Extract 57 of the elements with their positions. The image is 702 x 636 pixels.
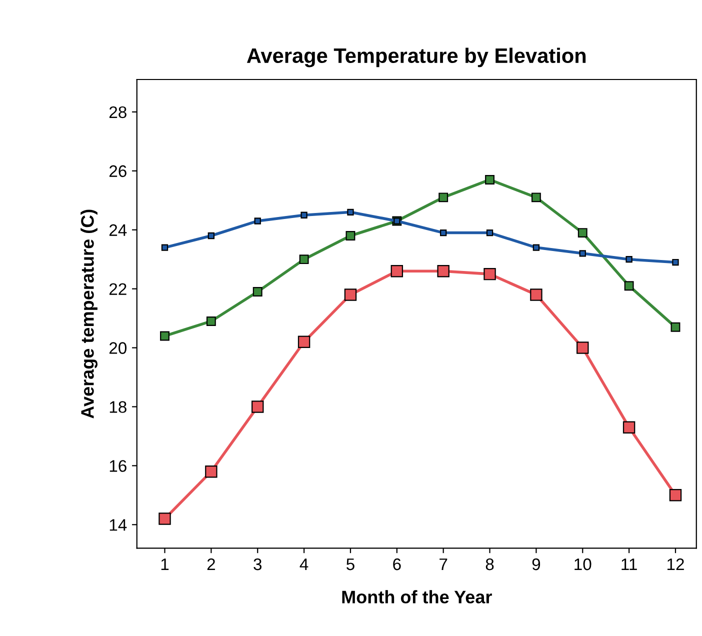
point: [346, 231, 356, 240]
x-tick-label: 1: [161, 558, 169, 570]
point: [347, 208, 354, 216]
point: [252, 400, 264, 413]
point: [576, 342, 589, 354]
point: [440, 229, 447, 236]
point: [344, 288, 357, 301]
point: [578, 228, 588, 238]
y-tick-label: 14: [110, 519, 127, 531]
point: [531, 192, 541, 202]
point: [532, 244, 540, 251]
point: [438, 192, 448, 202]
point: [672, 258, 679, 266]
point: [205, 465, 218, 478]
point: [206, 316, 216, 326]
y-tick-label: 16: [110, 460, 126, 472]
point: [579, 250, 586, 257]
chart-title: Average Temperature by Elevation: [246, 48, 586, 68]
x-tick-label: 11: [622, 558, 637, 570]
x-tick-label: 10: [574, 558, 592, 570]
x-tick-label: 4: [300, 558, 308, 570]
point: [254, 218, 261, 224]
point: [161, 244, 168, 251]
point: [208, 232, 215, 240]
y-tick-label: 20: [109, 342, 127, 354]
point: [530, 288, 542, 301]
point: [252, 287, 262, 296]
point: [626, 256, 632, 263]
y-tick-label: 18: [110, 401, 126, 413]
point: [622, 421, 636, 434]
y-tick-label: 24: [109, 224, 127, 236]
x-tick-label: 12: [667, 558, 684, 570]
y-tick-label: 22: [109, 283, 126, 295]
point: [299, 254, 309, 264]
x-tick-label: 7: [440, 558, 448, 570]
y-tick-label: 28: [109, 106, 126, 118]
x-tick-label: 5: [346, 558, 354, 570]
y-axis-title: Average temperature (C): [80, 210, 98, 418]
point: [624, 281, 634, 291]
point: [298, 336, 310, 348]
x-tick-label: 3: [254, 558, 262, 570]
x-axis-title: Month of the Year: [342, 590, 492, 604]
x-tick-label: 8: [486, 558, 494, 570]
point: [669, 489, 682, 502]
point: [670, 322, 680, 332]
point: [160, 331, 170, 341]
point: [437, 265, 450, 278]
point: [484, 268, 496, 280]
point: [390, 265, 404, 278]
point: [485, 175, 494, 184]
x-tick-label: 9: [532, 558, 540, 570]
point: [300, 212, 308, 218]
x-tick-label: 2: [207, 558, 215, 570]
x-tick-label: 6: [393, 558, 401, 570]
y-tick-label: 26: [109, 165, 126, 178]
point: [486, 229, 494, 236]
point: [158, 512, 171, 525]
